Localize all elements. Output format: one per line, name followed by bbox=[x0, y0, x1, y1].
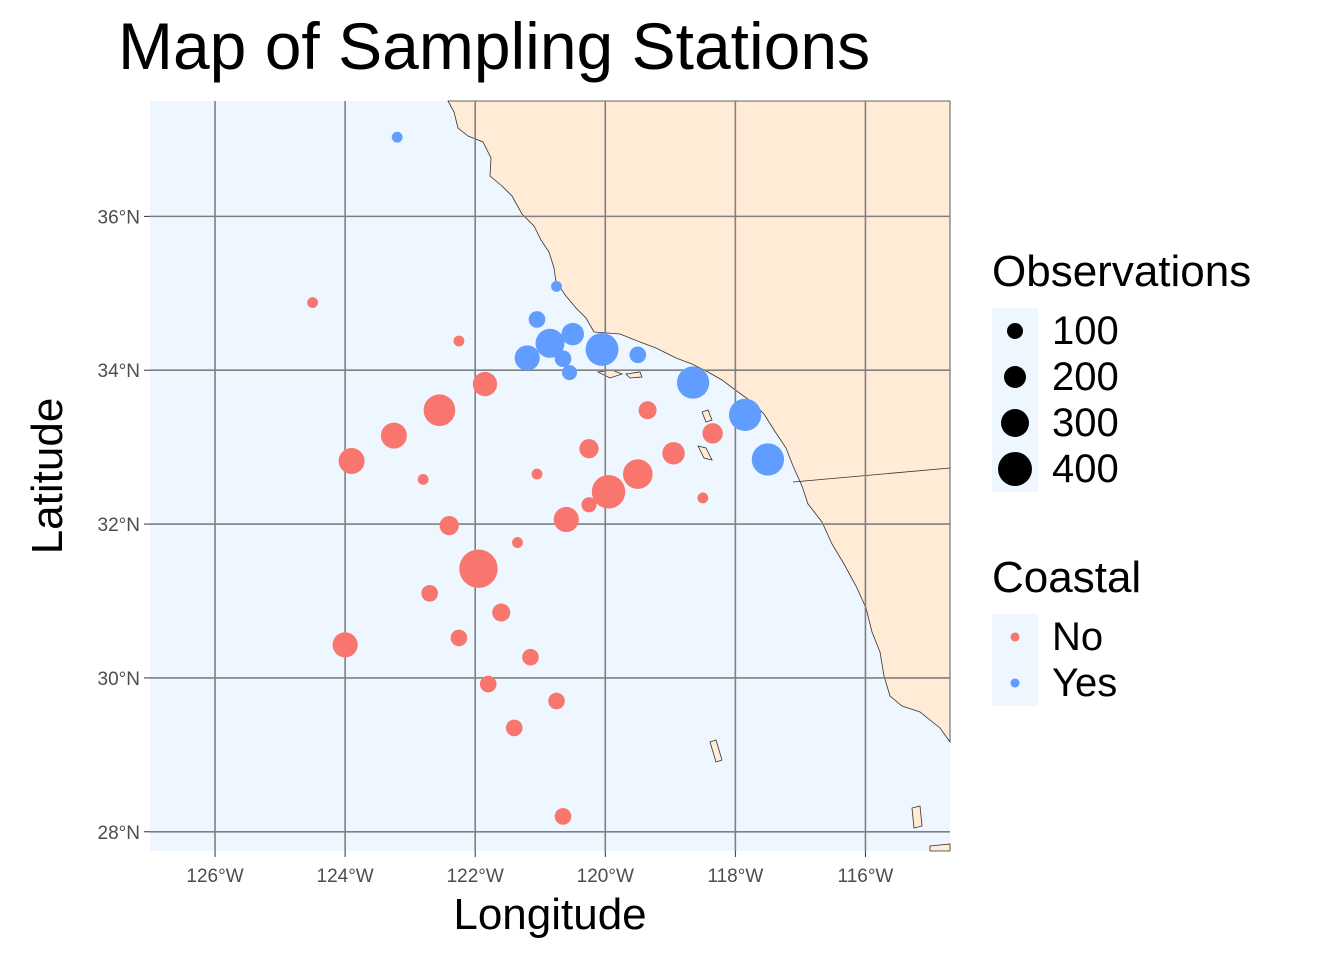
station-point bbox=[505, 719, 523, 737]
color-key-dot-no bbox=[1010, 632, 1020, 642]
legend-item: No bbox=[992, 614, 1141, 660]
station-point bbox=[553, 506, 579, 533]
station-point bbox=[702, 423, 723, 444]
station-point bbox=[728, 398, 762, 431]
legend-item: Yes bbox=[992, 660, 1141, 706]
legend-title-coastal: Coastal bbox=[992, 553, 1142, 602]
y-tick-label: 34°N bbox=[98, 361, 140, 382]
station-point bbox=[622, 459, 653, 489]
station-point bbox=[531, 468, 543, 480]
station-point bbox=[585, 333, 619, 366]
station-point bbox=[629, 346, 647, 364]
station-point bbox=[554, 808, 572, 825]
legend-key bbox=[992, 308, 1038, 354]
station-point bbox=[579, 439, 599, 459]
land-area bbox=[447, 100, 951, 744]
legend-label: 100 bbox=[1052, 308, 1119, 353]
legend-item: 200 bbox=[992, 354, 1251, 400]
legend-label: Yes bbox=[1052, 660, 1118, 705]
station-point bbox=[697, 492, 709, 504]
size-key-dot bbox=[998, 452, 1032, 486]
y-tick-label: 28°N bbox=[98, 823, 140, 844]
legend-label: No bbox=[1052, 614, 1104, 659]
x-tick-label: 118°W bbox=[707, 866, 763, 887]
legend-label: 300 bbox=[1052, 400, 1119, 445]
x-tick-label: 126°W bbox=[186, 866, 243, 887]
country-border bbox=[792, 467, 951, 483]
legend-label: 200 bbox=[1052, 354, 1119, 399]
station-point bbox=[307, 297, 319, 308]
station-point bbox=[479, 675, 497, 693]
x-tick-label: 124°W bbox=[317, 866, 374, 887]
x-tick-label: 120°W bbox=[577, 866, 634, 887]
color-key-dot-yes bbox=[1010, 678, 1020, 688]
station-point bbox=[662, 442, 685, 465]
legend-label: 400 bbox=[1052, 446, 1119, 491]
island bbox=[911, 805, 923, 829]
x-tick-label: 122°W bbox=[447, 866, 504, 887]
size-key-dot bbox=[1001, 409, 1029, 437]
station-point bbox=[332, 632, 358, 658]
y-axis-label: Latitude bbox=[23, 397, 72, 555]
station-point bbox=[439, 515, 459, 536]
station-point bbox=[492, 603, 511, 622]
y-tick-label: 36°N bbox=[98, 207, 140, 228]
station-point bbox=[561, 364, 578, 381]
station-point bbox=[535, 328, 565, 358]
island bbox=[929, 843, 951, 852]
size-key-dot bbox=[1007, 323, 1023, 339]
x-tick-label: 116°W bbox=[838, 866, 894, 887]
legend-item: 300 bbox=[992, 400, 1251, 446]
x-axis-label: Longitude bbox=[453, 890, 647, 939]
island bbox=[701, 409, 713, 423]
x-axis-ticks: 126°W 124°W 122°W 120°W 118°W 116°W bbox=[186, 851, 893, 887]
legend-observations: Observations 100 200 300 400 bbox=[992, 248, 1251, 492]
legend-item: 100 bbox=[992, 308, 1251, 354]
station-point bbox=[676, 366, 710, 399]
station-point bbox=[417, 474, 429, 485]
legend-coastal: Coastal No Yes bbox=[992, 554, 1141, 706]
legend-key bbox=[992, 614, 1038, 660]
station-point bbox=[459, 549, 498, 588]
station-point bbox=[514, 345, 540, 371]
station-point bbox=[591, 475, 626, 509]
legend-key bbox=[992, 354, 1038, 400]
station-point bbox=[554, 350, 572, 368]
legend-title-observations: Observations bbox=[992, 247, 1252, 296]
station-point bbox=[450, 629, 468, 647]
y-axis-ticks: 28°N 30°N 32°N 34°N 36°N bbox=[98, 207, 150, 844]
station-point bbox=[581, 497, 597, 513]
station-point bbox=[638, 401, 657, 420]
station-point bbox=[522, 648, 539, 666]
grid-lines bbox=[150, 101, 950, 851]
island bbox=[709, 739, 723, 763]
station-point bbox=[548, 692, 565, 710]
size-key-dot bbox=[1004, 366, 1026, 388]
legend-item: 400 bbox=[992, 446, 1251, 492]
station-point bbox=[551, 280, 562, 292]
station-points bbox=[307, 131, 785, 825]
station-point bbox=[380, 422, 407, 449]
legend-key bbox=[992, 400, 1038, 446]
station-point bbox=[391, 131, 403, 143]
station-point bbox=[528, 311, 546, 328]
station-point bbox=[472, 371, 498, 397]
island bbox=[697, 445, 713, 461]
station-point bbox=[512, 537, 523, 548]
station-point bbox=[421, 584, 438, 602]
legend-key bbox=[992, 446, 1038, 492]
station-point bbox=[561, 322, 584, 346]
station-point bbox=[338, 448, 365, 474]
y-tick-label: 30°N bbox=[98, 669, 140, 690]
chart-title: Map of Sampling Stations bbox=[118, 9, 871, 83]
y-tick-label: 32°N bbox=[98, 515, 140, 536]
island bbox=[625, 371, 643, 379]
legend-key bbox=[992, 660, 1038, 706]
station-point bbox=[423, 394, 456, 427]
station-point bbox=[453, 335, 465, 347]
station-point bbox=[751, 443, 785, 476]
